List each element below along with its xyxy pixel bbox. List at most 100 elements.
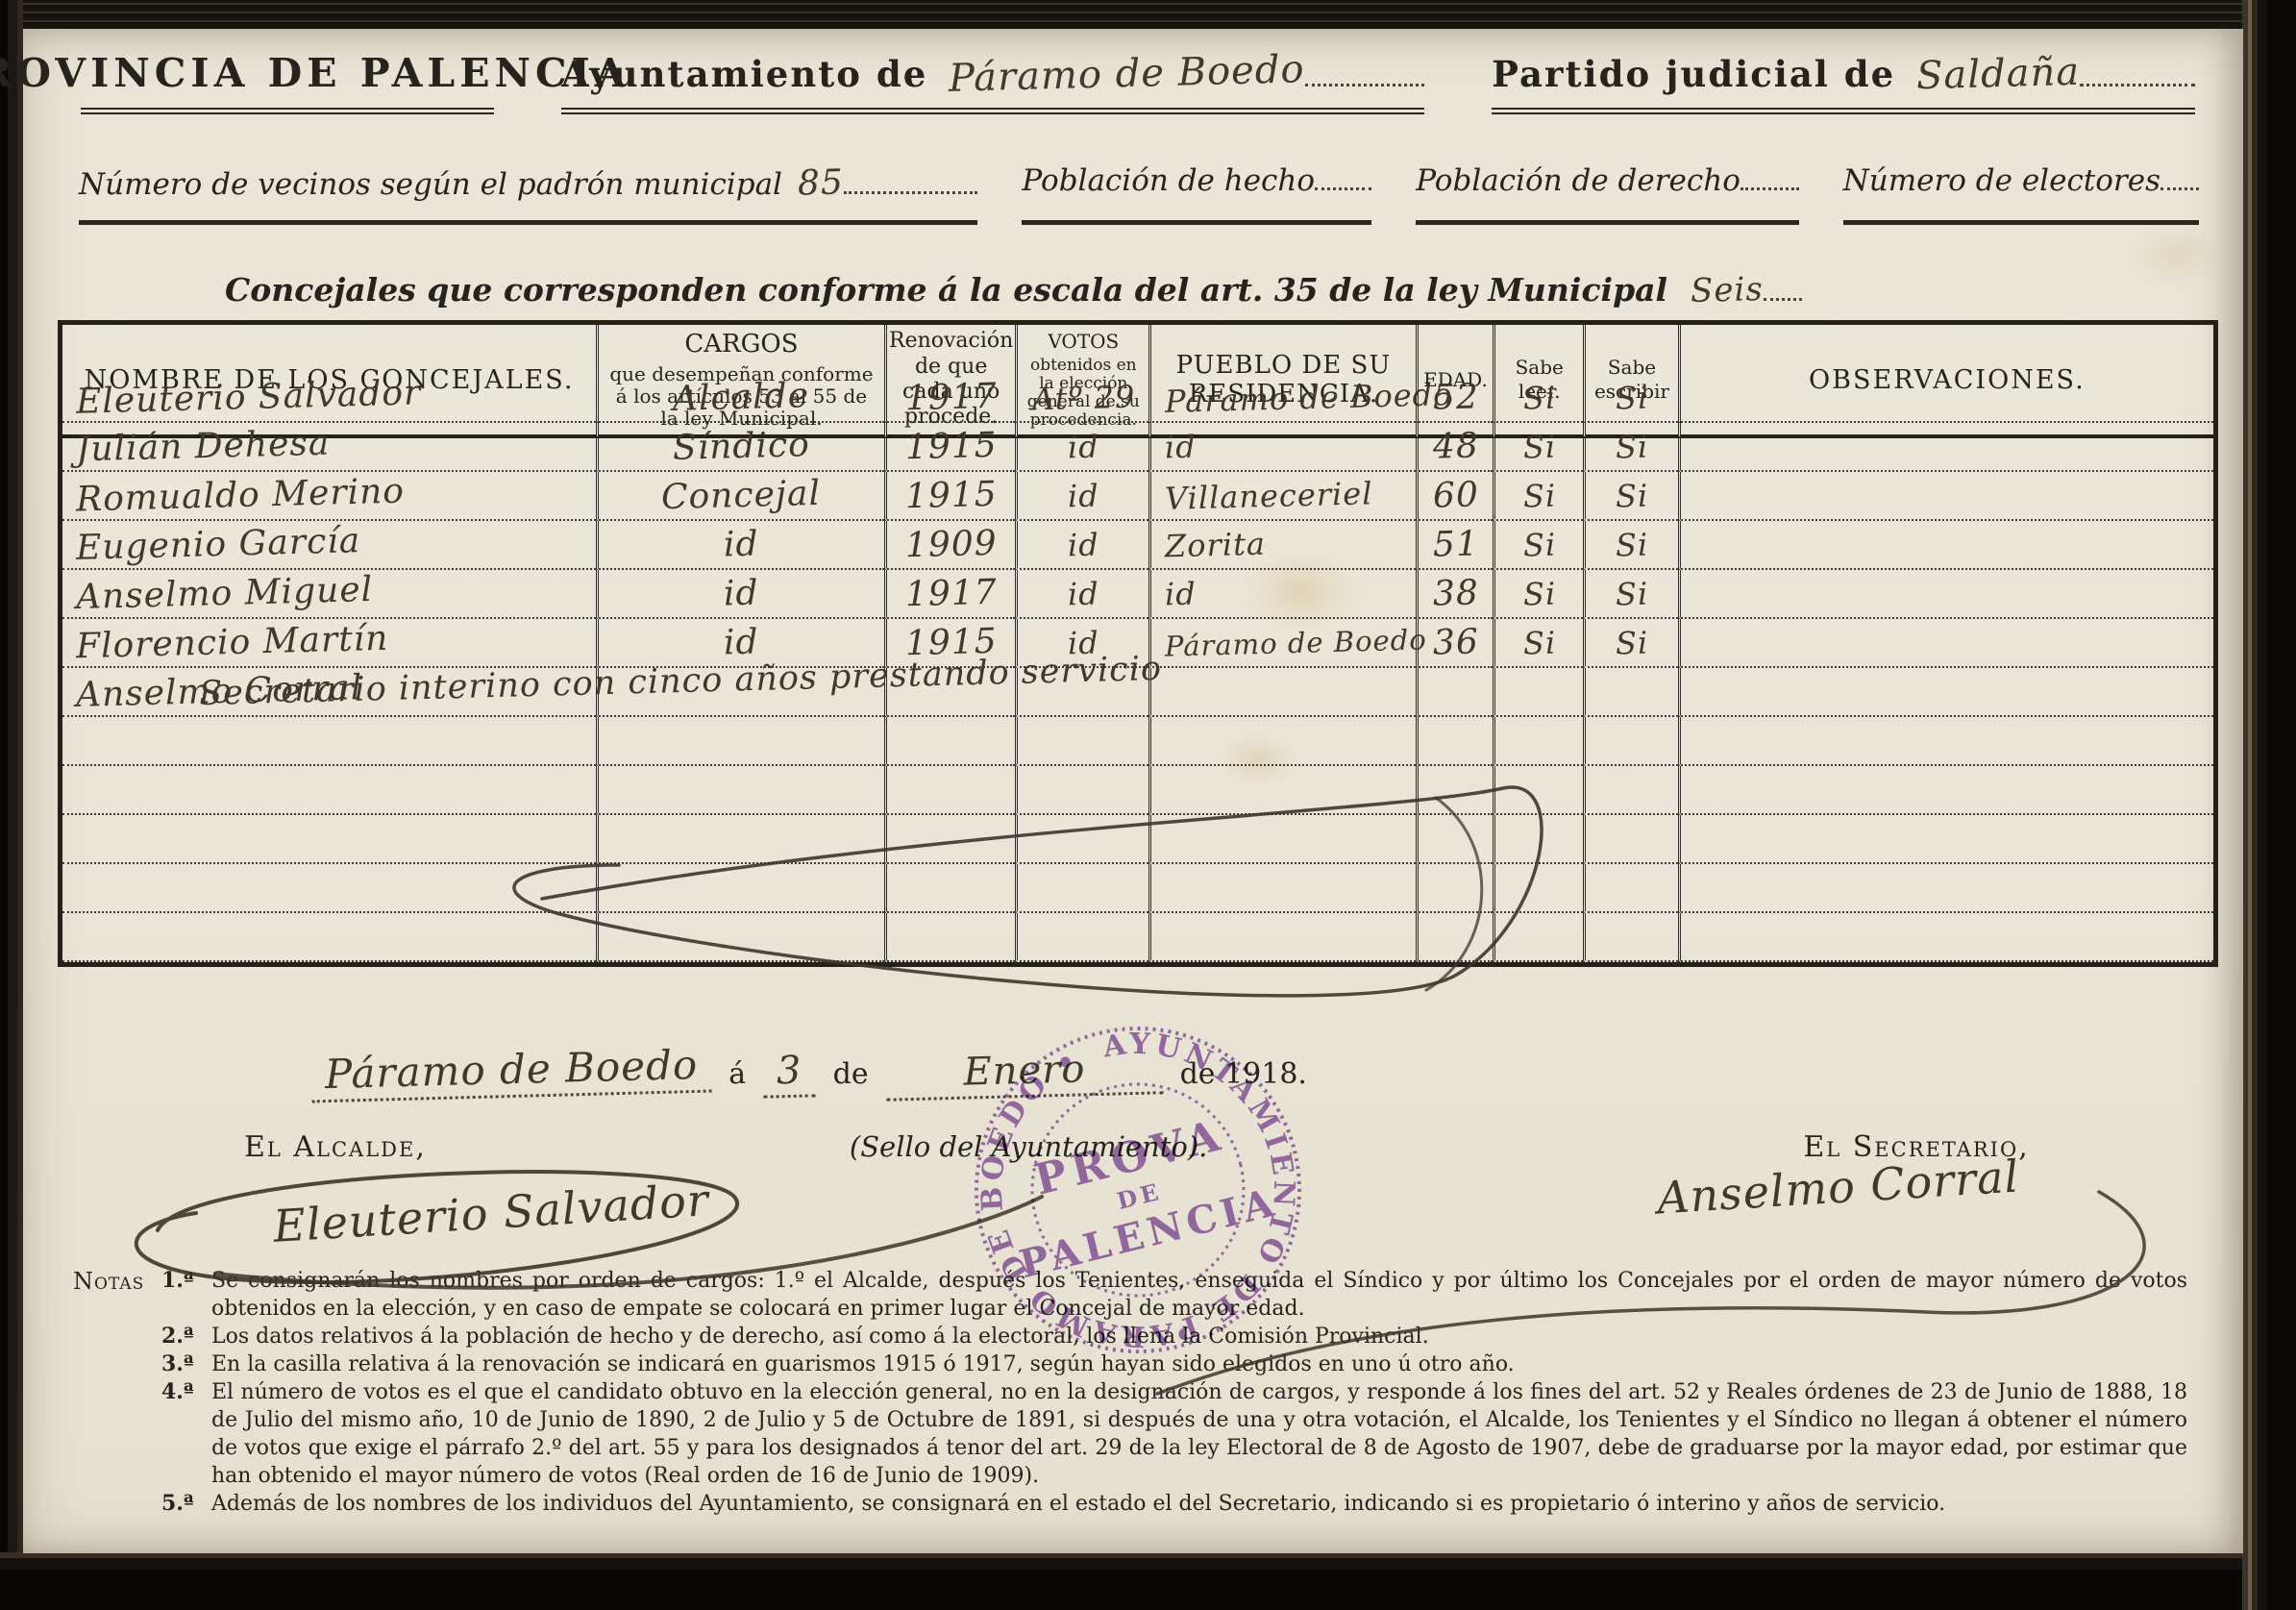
table-row-cell: Páramo de Boedo	[1148, 619, 1427, 668]
empty-row-cell	[1493, 815, 1584, 864]
table-row-cell: Si	[1583, 521, 1678, 570]
empty-row-cell	[62, 913, 597, 962]
ayuntamiento-value-handwritten: Páramo de Boedo	[948, 47, 1306, 101]
empty-row-cell	[1677, 766, 2213, 815]
field-vecinos: Número de vecinos según el padrón munici…	[79, 162, 978, 225]
table-row-cell	[1677, 423, 2213, 472]
alcalde-label: El Alcalde,	[244, 1130, 427, 1164]
col-header-cargos: CARGOS que desempeñan conforme á los artí…	[596, 325, 884, 438]
table-row-cell: 51	[1415, 521, 1494, 570]
empty-row-cell	[1583, 815, 1678, 864]
signature-role-labels: El Alcalde, (Sello del Ayuntamiento). El…	[81, 1130, 2185, 1164]
empty-row-cell	[1677, 815, 2213, 864]
date-de-label: de	[832, 1057, 869, 1091]
table-row-cell: 1915	[883, 472, 1016, 521]
dotted-leader	[1740, 180, 1799, 190]
table-row-cell: Julián Dehesa	[62, 423, 597, 472]
empty-row-cell	[1677, 864, 2213, 913]
sello-label: (Sello del Ayuntamiento).	[849, 1130, 1208, 1163]
table-row-cell: Alcalde	[596, 374, 884, 423]
table-row-cell: id	[1015, 619, 1149, 668]
secretario-label: El Secretario,	[1803, 1130, 2030, 1164]
empty-row-cell	[1493, 717, 1584, 766]
table-row-cell: id	[596, 570, 884, 619]
partido-heading: Partido judicial de Saldaña	[1492, 49, 2195, 114]
empty-row-cell	[1677, 717, 2213, 766]
table-row-cell: Romualdo Merino	[62, 471, 597, 521]
table-row-cell: 1917	[883, 374, 1016, 423]
empty-row-cell	[883, 766, 1016, 815]
partido-value-handwritten: Saldaña	[1915, 49, 2081, 99]
table-row-cell: 38	[1415, 570, 1494, 619]
book-edge-left	[0, 0, 23, 1610]
secretario-signature: Anselmo Corral	[1655, 1150, 2021, 1225]
dotted-leader	[1315, 180, 1372, 190]
empty-row-cell	[1493, 766, 1584, 815]
empty-row-cell	[596, 864, 884, 913]
note-number: 4.ª	[161, 1379, 194, 1405]
table-row-cell: Si	[1583, 570, 1678, 619]
form-header: PROVINCIA DE PALENCIA Ayuntamiento de Pá…	[0, 47, 2195, 114]
table-row-cell	[1677, 668, 2213, 717]
table-row-cell: 1915	[883, 423, 1016, 472]
vecinos-value-handwritten: 85	[797, 162, 845, 204]
book-edge-bottom	[0, 1552, 2296, 1610]
field-electores: Número de electores	[1842, 163, 2199, 225]
date-day-handwritten: 3	[762, 1048, 817, 1099]
partido-label: Partido judicial de	[1492, 53, 1896, 95]
table-row-cell	[1015, 668, 1149, 717]
col-header-nombre: NOMBRE DE LOS CONCEJALES.	[62, 325, 597, 438]
col-header-votos: VOTOS obtenidos en la elección general de…	[1015, 325, 1149, 438]
table-row-cell	[883, 668, 1016, 717]
vecinos-label: Número de vecinos según el padrón munici…	[79, 167, 782, 202]
electores-label: Número de electores	[1842, 163, 2160, 198]
table-row-cell: 60	[1415, 472, 1494, 521]
empty-row-cell	[1583, 913, 1678, 962]
alcalde-signature: Eleuterio Salvador	[271, 1174, 711, 1252]
dotted-leader	[1763, 290, 1802, 301]
table-row-cell: 1909	[883, 521, 1016, 570]
empty-row-cell	[1415, 717, 1494, 766]
date-a-label: á	[728, 1057, 747, 1091]
province-title: PROVINCIA DE PALENCIA	[0, 50, 630, 96]
table-row-cell	[1677, 570, 2213, 619]
form-paper: PROVINCIA DE PALENCIA Ayuntamiento de Pá…	[0, 29, 2243, 1553]
note-number: 3.ª	[161, 1351, 194, 1377]
dotted-leader	[843, 184, 978, 194]
book-edge-top	[0, 0, 2296, 31]
table-row-cell: Si	[1493, 619, 1584, 668]
empty-row-cell	[1415, 815, 1494, 864]
secretary-entry-handwritten: Secretario interino con cinco años prest…	[198, 649, 1163, 714]
table-row-cell: Si	[1583, 423, 1678, 472]
table-row-cell: 52	[1415, 374, 1494, 423]
note-number: 5.ª	[161, 1491, 194, 1517]
note-item: 4.ª El número de votos es el que el cand…	[73, 1378, 2197, 1490]
table-row-cell: id	[1148, 570, 1416, 619]
empty-row-cell	[1015, 913, 1149, 962]
concejales-label: Concejales que corresponden conforme á l…	[225, 271, 1668, 309]
empty-row-cell	[1148, 717, 1416, 766]
empty-row-cell	[1493, 864, 1584, 913]
table-row-cell: 36	[1415, 619, 1494, 668]
hecho-label: Población de hecho	[1022, 163, 1316, 198]
book-edge-right	[2242, 0, 2296, 1610]
empty-row-cell	[1015, 815, 1149, 864]
empty-row-cell	[1415, 766, 1494, 815]
col-header-sabe-escribir: Sabe escribir	[1583, 325, 1678, 438]
empty-row-cell	[883, 717, 1016, 766]
concejales-value-handwritten: Seis	[1690, 270, 1765, 310]
table-row-cell	[1583, 668, 1678, 717]
empty-row-cell	[1148, 766, 1416, 815]
table-row-cell	[1148, 668, 1416, 717]
empty-row-cell	[1415, 864, 1494, 913]
dotted-leader	[1304, 76, 1425, 87]
table-row-cell: Anselmo Corral Secretario interino con c…	[62, 650, 1162, 717]
note-number: 2.ª	[161, 1324, 194, 1350]
empty-row-cell	[1015, 864, 1149, 913]
date-year-label: de 1918.	[1179, 1057, 1307, 1091]
empty-row-cell	[1015, 717, 1149, 766]
empty-row-cell	[1148, 864, 1416, 913]
ayuntamiento-label: Ayuntamiento de	[561, 53, 928, 95]
table-row-cell	[1677, 472, 2213, 521]
table-row-cell: Si	[1493, 423, 1584, 472]
